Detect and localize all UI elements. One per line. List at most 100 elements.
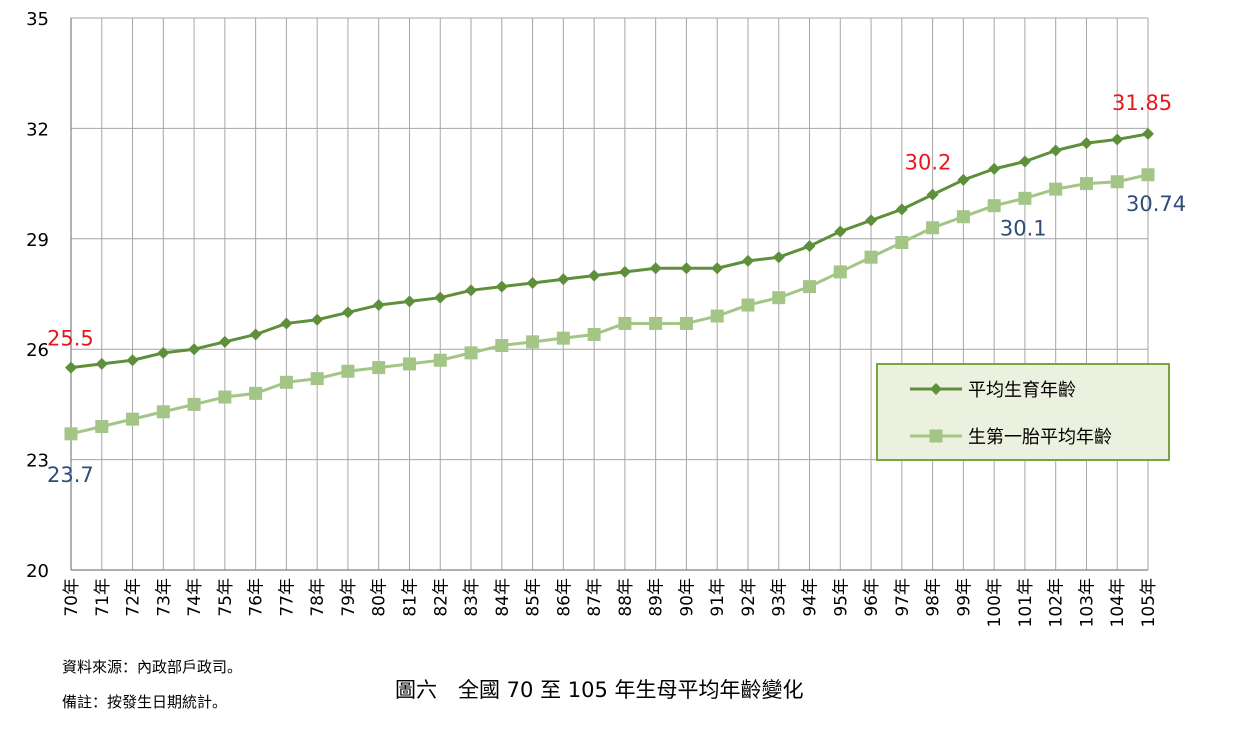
figure-caption: 圖六 全國 70 至 105 年生母平均年齡變化 (395, 678, 804, 702)
series-2-point (556, 331, 570, 345)
x-tick-label: 86年 (554, 578, 574, 617)
data-label: 30.1 (1000, 216, 1047, 240)
series-1-point (1018, 155, 1031, 168)
series-2-point (741, 298, 755, 312)
data-label: 30.74 (1126, 192, 1186, 216)
x-tick-label: 73年 (154, 578, 174, 617)
series-1-point (1111, 133, 1124, 146)
series-2-point (187, 397, 201, 411)
line-chart: 20 23 26 29 32 35 70年 71年 72年 73年 74年 75年 76年 77年 78年 7… (26, 9, 1186, 627)
series-2-point (372, 361, 386, 375)
x-tick-label: 87年 (585, 578, 605, 617)
x-tick-label: 104年 (1108, 578, 1128, 627)
y-tick-label: 29 (26, 230, 49, 251)
x-tick-label: 72年 (124, 578, 144, 617)
series-1-point (280, 317, 293, 330)
legend-box (876, 363, 1170, 461)
series-line-1 (70, 132, 1149, 370)
series-2-point (95, 419, 109, 433)
legend-label-2: 生第一胎平均年齡 (968, 427, 1112, 448)
series-1-point (711, 262, 724, 275)
x-tick-label: 71年 (93, 578, 113, 617)
series-2-point (926, 221, 940, 235)
series-2-point (341, 364, 355, 378)
series-2-point (495, 339, 509, 353)
x-tick-label: 105年 (1139, 578, 1159, 627)
series-1-point (249, 328, 262, 341)
x-tick-label: 96年 (862, 578, 882, 617)
x-tick-label: 97年 (893, 578, 913, 617)
x-tick-label: 102年 (1047, 578, 1067, 627)
series-1-point (957, 173, 970, 186)
series-2-point (1141, 168, 1155, 182)
series-1-point (126, 354, 139, 367)
x-tick-label: 98年 (924, 578, 944, 617)
x-tick-label: 74年 (185, 578, 205, 617)
x-tick-label: 90年 (677, 578, 697, 617)
series-2-point (772, 291, 786, 305)
y-tick-label: 35 (26, 9, 49, 30)
series-2-point (987, 199, 1001, 213)
legend-marker-1 (930, 383, 942, 395)
series-1-point (803, 240, 816, 253)
series-1-point (372, 299, 385, 312)
remark-note: 備註：按發生日期統計。 (62, 693, 228, 711)
series-1-point (465, 284, 478, 297)
series-1-point (1080, 137, 1093, 150)
series-1-point (895, 203, 908, 216)
x-tick-label: 84年 (493, 578, 513, 617)
series-1-point (618, 265, 631, 278)
series-1-point (1049, 144, 1062, 157)
series-2-point (833, 265, 847, 279)
series-1-point (834, 225, 847, 238)
series-1-point (557, 273, 570, 286)
legend-marker-2 (929, 429, 943, 443)
series-2-point (126, 412, 140, 426)
series-1-point (1142, 127, 1154, 140)
series-1-point (188, 343, 201, 356)
data-label: 31.85 (1112, 91, 1172, 115)
x-tick-label: 88年 (616, 578, 636, 617)
source-note: 資料來源：內政部戶政司。 (62, 658, 243, 676)
series-1-point (495, 280, 508, 293)
series-2-point (864, 250, 878, 264)
series-2-point (649, 316, 663, 330)
y-tick-label: 20 (26, 561, 49, 582)
x-tick-label: 77年 (277, 578, 297, 617)
series-2-point (279, 375, 293, 389)
x-tick-label: 94年 (801, 578, 821, 617)
x-tick-label: 103年 (1077, 578, 1097, 627)
series-1-point (988, 162, 1001, 175)
series-1-point (95, 357, 108, 370)
x-tick-label: 92年 (739, 578, 759, 617)
series-2-point (803, 280, 817, 294)
x-tick-label: 80年 (370, 578, 390, 617)
y-tick-label: 26 (26, 340, 49, 361)
series-2-point (1049, 182, 1063, 196)
data-label: 23.7 (47, 463, 94, 487)
x-tick-label: 85年 (524, 578, 544, 617)
y-tick-label: 23 (26, 451, 49, 472)
series-1-point (588, 269, 601, 282)
series-1-point (772, 251, 785, 264)
series-1-point (341, 306, 354, 319)
series-2-point (402, 357, 416, 371)
data-label: 25.5 (47, 327, 94, 351)
series-1-point (926, 188, 939, 201)
series-2-point (1110, 175, 1124, 189)
series-2-point (433, 353, 447, 367)
x-tick-label: 91年 (708, 578, 728, 617)
x-tick-label: 93年 (770, 578, 790, 617)
series-2-point (1079, 177, 1093, 191)
x-tick-label: 81年 (400, 578, 420, 617)
series-2-point (310, 372, 324, 386)
series-2-point (618, 316, 632, 330)
data-label: 30.2 (905, 151, 952, 175)
series-1-point (680, 262, 693, 275)
x-tick-label: 100年 (985, 578, 1005, 627)
series-1-point (865, 214, 878, 227)
x-tick-label: 76年 (247, 578, 267, 617)
series-2-point (156, 405, 170, 419)
x-tick-label: 70年 (62, 578, 82, 617)
x-tick-label: 79年 (339, 578, 359, 617)
